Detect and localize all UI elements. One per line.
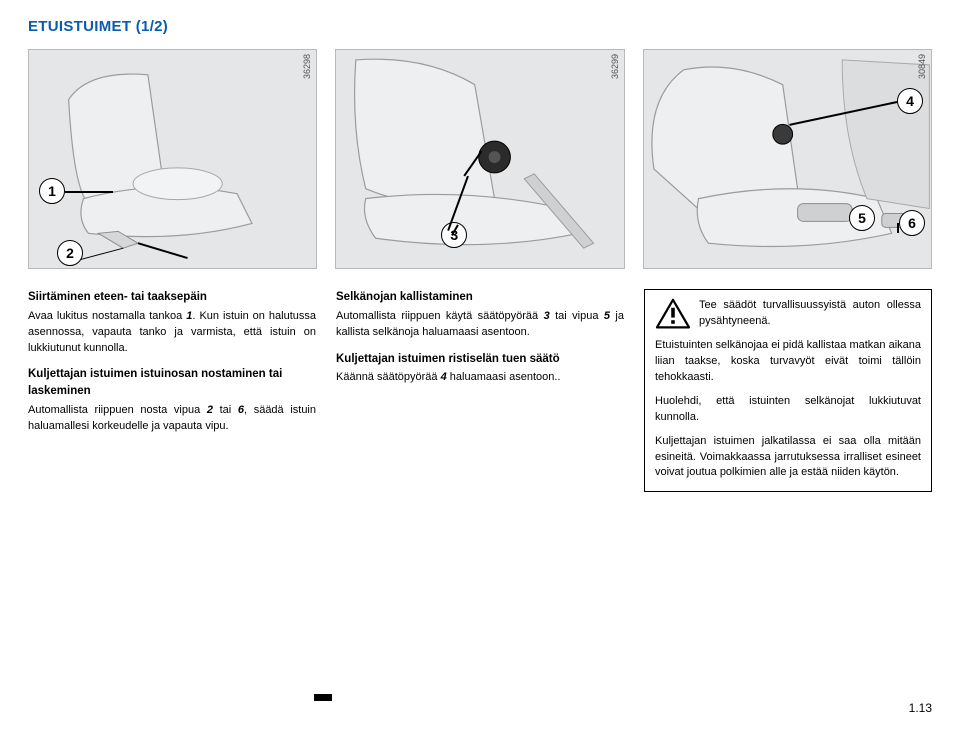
callout-1: 1	[39, 178, 65, 204]
figure-id: 30849	[917, 54, 927, 79]
warning-text: Huolehdi, että istuinten selkänojat lukk…	[655, 394, 921, 426]
figure-1: 36298 1 2	[28, 49, 317, 269]
column-1: Siirtäminen eteen- tai taaksepäin Avaa l…	[28, 289, 316, 492]
heading-move-fwdback: Siirtäminen eteen- tai taaksepäin	[28, 289, 316, 306]
page-number: 1.13	[909, 701, 932, 715]
callout-5: 5	[849, 205, 875, 231]
page-title: ETUISTUIMET (1/2)	[28, 18, 932, 35]
column-2: Selkänojan kallistaminen Automallista ri…	[336, 289, 624, 492]
callout-line	[65, 191, 113, 193]
seat-illustration-1	[29, 50, 316, 268]
figures-row: 36298 1 2 36299	[28, 49, 932, 269]
seat-illustration-3	[644, 50, 931, 268]
paragraph: Käännä säätöpyörää 4 haluamaasi asentoon…	[336, 370, 624, 386]
callout-4: 4	[897, 88, 923, 114]
warning-text: Etuistuinten selkänojaa ei pidä kallista…	[655, 338, 921, 386]
callout-6: 6	[899, 210, 925, 236]
footer-black-bar	[314, 694, 332, 701]
paragraph: Automallista riippuen käytä säätöpyörää …	[336, 309, 624, 341]
figure-2: 36299 3	[335, 49, 624, 269]
paragraph: Avaa lukitus nostamalla tankoa 1. Kun is…	[28, 309, 316, 357]
figure-id: 36298	[302, 54, 312, 79]
seat-illustration-2	[336, 50, 623, 268]
heading-raise-lower: Kuljettajan istuimen istuinosan nostamin…	[28, 366, 316, 399]
manual-page: ETUISTUIMET (1/2) 36298 1 2 36299	[0, 0, 960, 729]
warning-box: Tee säädöt turvallisuussyistä auton olle…	[644, 289, 932, 492]
column-3: Tee säädöt turvallisuussyistä auton olle…	[644, 289, 932, 492]
callout-line	[897, 223, 899, 233]
callout-2: 2	[57, 240, 83, 266]
heading-lumbar: Kuljettajan istuimen ristiselän tuen sää…	[336, 351, 624, 368]
figure-id: 36299	[610, 54, 620, 79]
figure-3: 30849 4 5 6	[643, 49, 932, 269]
paragraph: Automallista riippuen nosta vipua 2 tai …	[28, 403, 316, 435]
warning-text: Tee säädöt turvallisuussyistä auton olle…	[655, 298, 921, 330]
text-columns: Siirtäminen eteen- tai taaksepäin Avaa l…	[28, 289, 932, 492]
warning-icon	[655, 298, 691, 330]
warning-text: Kuljettajan istuimen jalkatilassa ei saa…	[655, 434, 921, 482]
heading-backrest-tilt: Selkänojan kallistaminen	[336, 289, 624, 306]
